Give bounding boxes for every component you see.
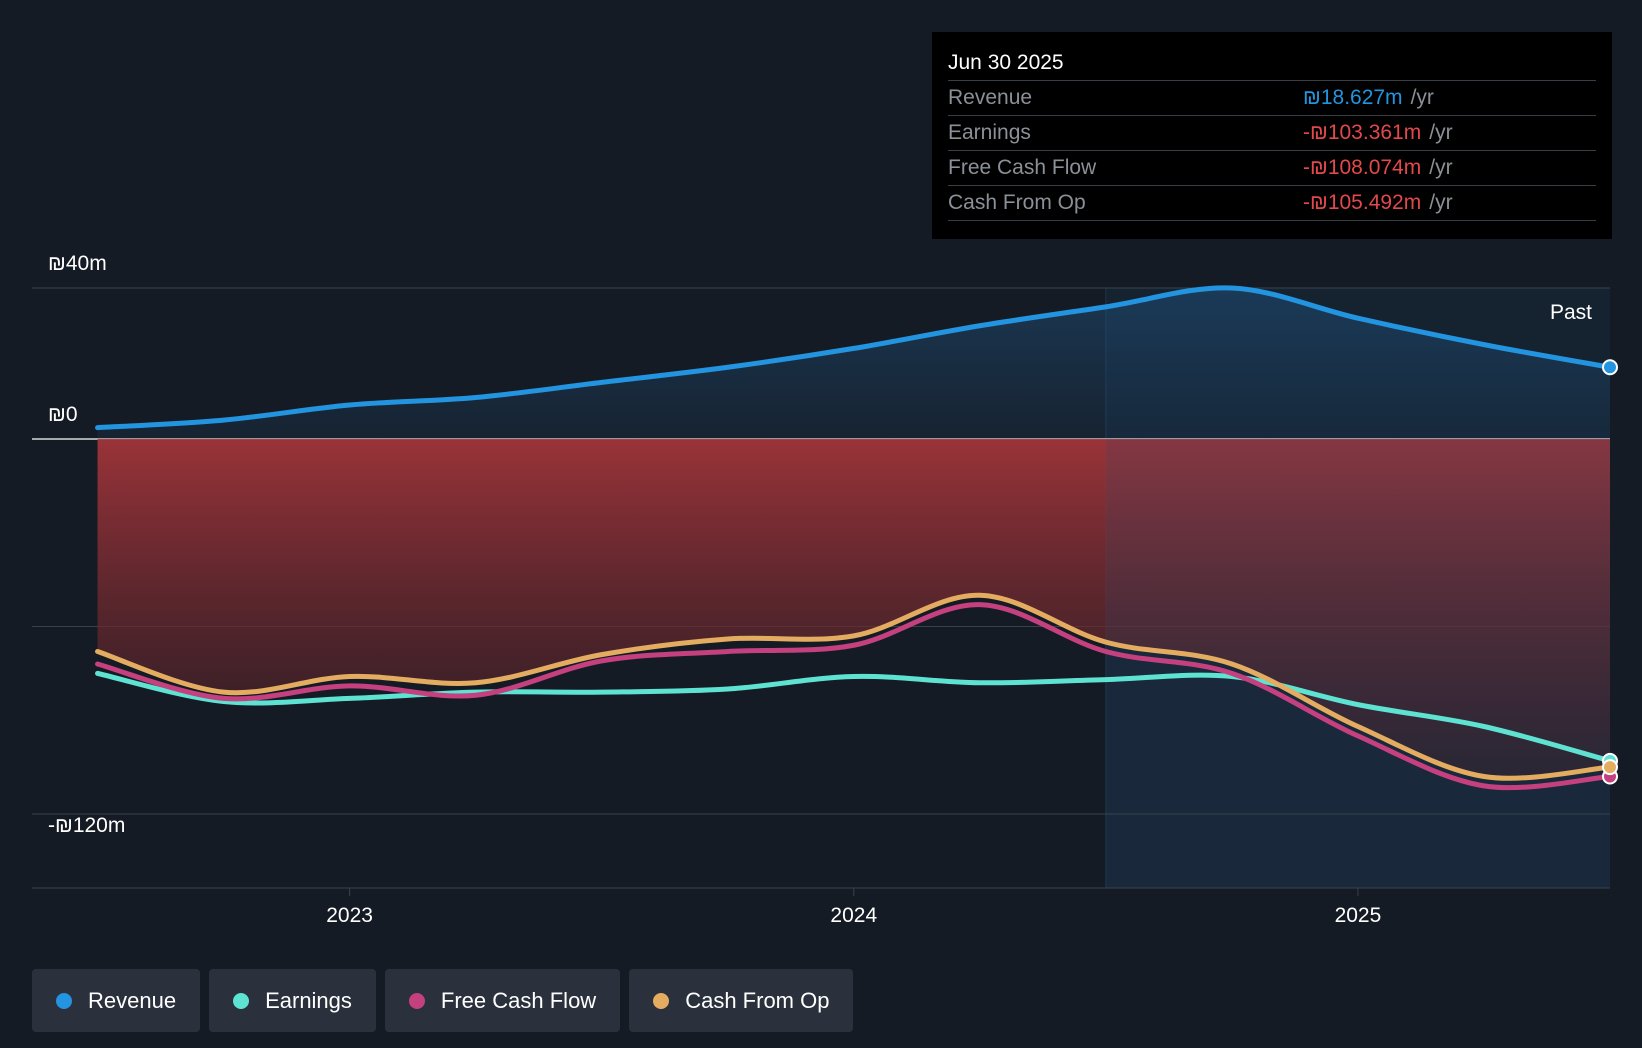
- legend-dot-icon: [653, 992, 670, 1009]
- legend-dot-icon: [233, 992, 250, 1009]
- legend-item-cash-from-op[interactable]: Cash From Op: [629, 969, 854, 1032]
- series-line-cash-from-op: [95, 592, 1613, 781]
- legend-item-revenue[interactable]: Revenue: [32, 969, 201, 1032]
- tooltip: Jun 30 2025 Revenue ₪18.627m /yr Earning…: [932, 32, 1612, 239]
- past-label: Past: [1550, 301, 1592, 324]
- tooltip-label: Cash From Op: [948, 191, 1086, 214]
- legend-item-free-cash-flow[interactable]: Free Cash Flow: [384, 969, 621, 1032]
- revenue-area: [97, 287, 1611, 439]
- y-axis-label: ₪40m: [48, 252, 107, 275]
- tooltip-unit: /yr: [1429, 156, 1453, 179]
- tooltip-row-revenue: Revenue ₪18.627m /yr: [948, 81, 1596, 116]
- tooltip-unit: /yr: [1410, 86, 1434, 109]
- legend-label: Free Cash Flow: [440, 987, 597, 1013]
- tooltip-value: -₪103.361m: [1303, 121, 1422, 144]
- tooltip-unit: /yr: [1429, 191, 1453, 214]
- x-axis-label: 2025: [1335, 904, 1382, 927]
- tooltip-value: -₪105.492m: [1303, 191, 1422, 214]
- tooltip-date: Jun 30 2025: [948, 46, 1596, 81]
- tooltip-label: Revenue: [948, 86, 1033, 109]
- tooltip-row-free-cash-flow: Free Cash Flow -₪108.074m /yr: [948, 151, 1596, 186]
- series-end-point[interactable]: [1602, 359, 1618, 376]
- tooltip-row-earnings: Earnings -₪103.361m /yr: [948, 116, 1596, 151]
- tooltip-row-cash-from-op: Cash From Op -₪105.492m /yr: [948, 186, 1596, 221]
- x-axis-label: 2024: [830, 904, 877, 927]
- series-lines: [95, 285, 1618, 791]
- tooltip-label: Free Cash Flow: [948, 156, 1097, 179]
- tooltip-value: ₪18.627m: [1303, 86, 1403, 109]
- y-axis-label: ₪0: [48, 403, 78, 426]
- legend-label: Revenue: [88, 987, 177, 1013]
- x-axis-label: 2023: [326, 904, 373, 927]
- negative-area: [97, 439, 1611, 779]
- axis-labels: ₪40m ₪0 -₪120m 2023 2024 2025 Past: [48, 252, 1592, 927]
- y-axis-label: -₪120m: [48, 814, 125, 837]
- legend-label: Earnings: [265, 987, 352, 1013]
- series-line-free-cash-flow: [95, 602, 1613, 791]
- series-end-point[interactable]: [1602, 759, 1618, 776]
- legend: Revenue Earnings Free Cash Flow Cash Fro…: [32, 969, 862, 1032]
- tooltip-label: Earnings: [948, 121, 1031, 144]
- tooltip-unit: /yr: [1429, 121, 1453, 144]
- legend-dot-icon: [56, 992, 72, 1009]
- legend-dot-icon: [408, 992, 425, 1009]
- legend-item-earnings[interactable]: Earnings: [209, 969, 376, 1032]
- series-line-revenue: [95, 285, 1613, 431]
- legend-label: Cash From Op: [685, 987, 830, 1013]
- tooltip-value: -₪108.074m: [1303, 156, 1422, 179]
- series-line-earnings: [95, 670, 1613, 764]
